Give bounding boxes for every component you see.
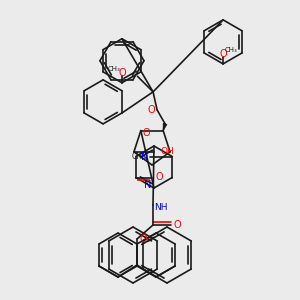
Text: O: O: [118, 68, 126, 78]
Text: O: O: [155, 172, 163, 182]
Text: O: O: [173, 220, 181, 230]
Text: O: O: [142, 128, 150, 138]
Text: O: O: [219, 49, 227, 59]
Text: CH₃: CH₃: [108, 66, 120, 72]
Text: OH: OH: [161, 147, 175, 156]
Text: CH₃: CH₃: [132, 152, 146, 161]
Polygon shape: [163, 123, 167, 130]
Text: N: N: [141, 152, 148, 161]
Text: CH₃: CH₃: [225, 47, 237, 53]
Text: O: O: [139, 234, 147, 244]
Text: NH: NH: [154, 202, 168, 211]
Text: N: N: [144, 180, 151, 190]
Text: O: O: [147, 105, 155, 115]
